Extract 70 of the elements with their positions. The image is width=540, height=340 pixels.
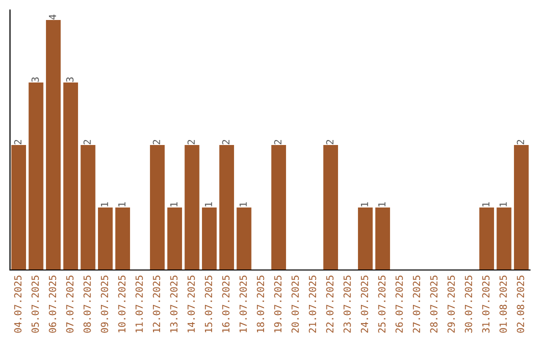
data-label: 2	[152, 140, 160, 144]
data-label: 2	[516, 140, 524, 144]
bar	[167, 208, 182, 270]
bar	[150, 145, 165, 270]
x-tick-label: 29.07.2025	[447, 276, 455, 333]
x-tick-label: 04.07.2025	[14, 276, 22, 333]
data-label: 3	[66, 77, 74, 82]
bar	[202, 208, 217, 270]
x-tick-label: 26.07.2025	[395, 276, 403, 333]
bar	[219, 145, 234, 270]
x-tick-label: 23.07.2025	[343, 276, 351, 333]
data-label: 2	[222, 140, 230, 144]
data-label: 1	[378, 202, 386, 206]
data-label: 2	[326, 140, 334, 144]
bar	[514, 145, 529, 270]
data-label: 1	[100, 202, 108, 206]
data-label: 1	[204, 202, 212, 206]
x-tick-label: 14.07.2025	[187, 276, 195, 332]
x-tick-label: 28.07.2025	[430, 276, 438, 333]
x-tick-label: 01.08.2025	[499, 276, 507, 333]
bar	[358, 208, 373, 270]
data-label: 2	[83, 140, 91, 144]
x-tick-label: 24.07.2025	[360, 276, 368, 333]
bar	[63, 82, 78, 270]
data-label: 4	[48, 14, 56, 20]
bar	[11, 145, 26, 270]
data-label: 2	[14, 140, 22, 144]
x-tick-label: 25.07.2025	[378, 276, 386, 333]
data-label: 2	[274, 140, 282, 144]
data-label: 1	[482, 202, 490, 206]
x-tick-label: 09.07.2025	[100, 276, 108, 333]
x-tick-label: 20.07.2025	[291, 276, 299, 333]
data-label: 1	[118, 202, 126, 206]
bar	[28, 82, 44, 270]
data-label: 2	[187, 140, 195, 144]
x-tick-label: 12.07.2025	[152, 276, 160, 332]
x-tick-label: 22.07.2025	[326, 276, 334, 333]
x-tick-label: 06.07.2025	[48, 276, 56, 333]
data-label: 1	[240, 202, 247, 206]
x-tick-label: 08.07.2025	[83, 276, 91, 333]
bar	[479, 208, 494, 270]
bar	[98, 208, 113, 270]
data-label: 1	[170, 202, 178, 206]
x-tick-label: 02.08.2025	[516, 276, 524, 333]
x-tick-label: 21.07.2025	[308, 276, 316, 333]
x-tick-label: 11.07.2025	[135, 276, 143, 332]
bar	[115, 208, 130, 270]
x-tick-label: 27.07.2025	[412, 276, 420, 333]
bar	[323, 145, 338, 270]
x-tick-label: 10.07.2025	[118, 276, 126, 332]
x-tick-label: 07.07.2025	[66, 276, 74, 333]
bar	[236, 208, 252, 270]
x-tick-label: 17.07.2025	[239, 276, 247, 332]
bar	[80, 145, 96, 270]
bar	[496, 208, 512, 270]
x-tick-label: 19.07.2025	[274, 276, 282, 332]
bar	[375, 208, 390, 270]
x-tick-label: 30.07.2025	[464, 276, 472, 333]
bar	[271, 145, 286, 270]
bar	[46, 20, 61, 270]
x-tick-label: 16.07.2025	[222, 276, 230, 332]
data-label: 1	[500, 202, 507, 206]
x-tick-label: 31.07.2025	[482, 276, 490, 333]
x-tick-label: 18.07.2025	[256, 276, 264, 332]
x-tick-label: 13.07.2025	[170, 276, 178, 332]
data-label: 3	[31, 77, 39, 82]
x-tick-label: 15.07.2025	[204, 276, 212, 332]
data-label: 1	[360, 202, 368, 206]
x-tick-label: 05.07.2025	[31, 276, 39, 333]
bar	[184, 145, 200, 270]
